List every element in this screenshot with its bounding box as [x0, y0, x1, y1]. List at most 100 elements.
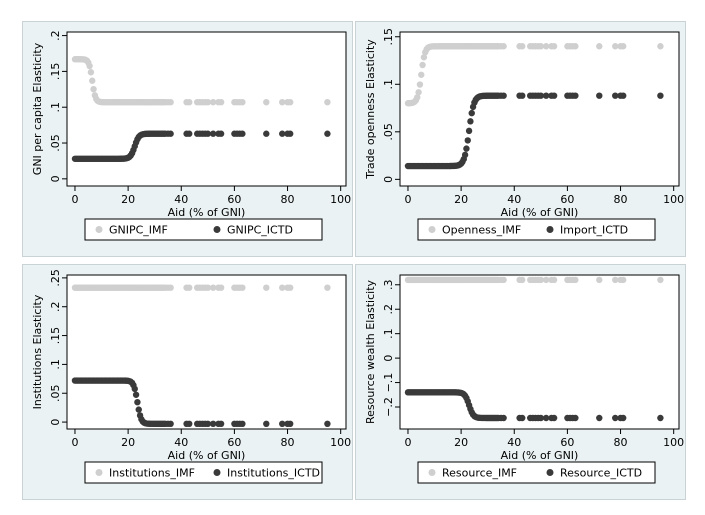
data-point [287, 284, 294, 291]
data-point [204, 420, 212, 428]
y-tick-label: 0 [382, 176, 395, 183]
data-point [542, 276, 550, 284]
data-point [620, 414, 627, 422]
series-0 [71, 284, 331, 291]
data-point [204, 284, 212, 291]
y-tick-label: −.2 [382, 397, 395, 417]
y-tick-label: .25 [49, 269, 62, 287]
data-point [239, 420, 246, 428]
y-tick-label: .3 [382, 280, 395, 291]
legend-marker [546, 469, 554, 476]
data-point [537, 276, 545, 284]
data-point [279, 284, 286, 291]
data-point [657, 414, 664, 422]
data-point [467, 118, 474, 125]
plot-area [66, 274, 347, 430]
legend-marker [546, 226, 554, 233]
data-point [204, 98, 212, 106]
y-tick-label: .05 [382, 123, 395, 141]
data-point [419, 61, 426, 69]
x-tick-label: 0 [71, 436, 78, 449]
y-tick-label: 0 [49, 175, 62, 182]
data-point [209, 98, 217, 106]
series-1 [404, 389, 664, 422]
x-axis-title: Aid (% of GNI) [501, 206, 579, 219]
data-point [550, 414, 558, 422]
legend-marker [213, 469, 221, 476]
data-point [500, 276, 507, 284]
data-point [620, 92, 627, 99]
chart-resource-wealth: −.2 −.1 0 .1 .2 .3 0 20 40 60 80 100 Aid (% of GNI) R… [364, 274, 684, 484]
data-point [324, 420, 331, 428]
legend-marker [428, 226, 436, 233]
data-point [167, 98, 174, 106]
data-point [167, 284, 174, 291]
data-point [217, 130, 225, 137]
x-tick-label: 40 [174, 436, 188, 449]
y-axis-title: Institutions Elasticity [31, 294, 44, 409]
data-point [500, 92, 507, 99]
data-point [461, 151, 469, 159]
data-point [537, 92, 545, 99]
x-tick-label: 40 [174, 193, 188, 206]
legend-marker [213, 226, 221, 233]
data-point [263, 284, 270, 291]
x-tick-label: 60 [560, 436, 574, 449]
x-tick-label: 40 [507, 436, 521, 449]
y-tick-label: .1 [382, 79, 395, 90]
y-tick-label: −.1 [382, 373, 395, 393]
data-point [209, 420, 217, 428]
chart-trade-openness: 0 .05 .1 .15 0 20 40 60 80 100 Aid (% of GNI) Trade… [364, 28, 684, 241]
data-point [550, 43, 558, 50]
data-point [414, 94, 421, 101]
data-point [416, 81, 424, 88]
legend-label: Import_ICTD [560, 224, 628, 237]
data-point [537, 414, 545, 422]
legend-box [417, 461, 656, 484]
data-point [263, 98, 270, 106]
x-tick-label: 20 [121, 436, 135, 449]
legend-label: Resource_IMF [442, 467, 517, 480]
series-1 [404, 92, 664, 170]
legend-label: Institutions_ICTD [227, 467, 320, 480]
data-point [186, 130, 193, 137]
x-tick-label: 60 [560, 193, 574, 206]
data-point [167, 420, 174, 428]
series-0 [71, 56, 331, 106]
data-point [86, 62, 93, 70]
legend-marker [95, 226, 103, 233]
data-point [87, 69, 95, 76]
y-tick-label: .15 [382, 28, 395, 46]
data-point [596, 414, 603, 422]
data-point [519, 43, 526, 50]
legend-label: Openness_IMF [442, 224, 521, 237]
data-point [620, 276, 627, 284]
legend-label: GNIPC_IMF [109, 224, 168, 237]
x-tick-label: 80 [614, 193, 628, 206]
data-point [550, 276, 558, 284]
y-tick-label: 0 [382, 355, 395, 362]
x-tick-label: 80 [614, 436, 628, 449]
y-tick-label: .2 [49, 30, 62, 41]
data-point [279, 98, 286, 106]
data-point [542, 92, 550, 99]
panel-gnipc: 0.05.1.15.2 0 20 40 60 80 100 Aid (% of GNI) GNI… [22, 21, 353, 257]
x-tick-label: 100 [330, 436, 351, 449]
y-axis-title: Resource wealth Elasticity [364, 279, 377, 424]
data-point [572, 414, 579, 422]
data-point [572, 43, 579, 50]
data-point [542, 414, 550, 422]
data-point [135, 406, 142, 413]
chart-institutions: 0 .05 .1 .15 .2 .25 0 20 40 60 80 100 Aid (% of GNI)… [31, 269, 351, 484]
legend-label: GNIPC_ICTD [227, 224, 293, 237]
legend-box [84, 461, 323, 484]
data-point [572, 276, 579, 284]
panel-resource-wealth: −.2 −.1 0 .1 .2 .3 0 20 40 60 80 100 Aid (% of GNI) R… [355, 264, 686, 500]
data-point [468, 109, 475, 117]
data-point [134, 398, 141, 406]
y-tick-label: .1 [49, 359, 62, 370]
plot-area [399, 274, 680, 430]
x-tick-label: 20 [454, 436, 468, 449]
data-point [90, 85, 97, 93]
